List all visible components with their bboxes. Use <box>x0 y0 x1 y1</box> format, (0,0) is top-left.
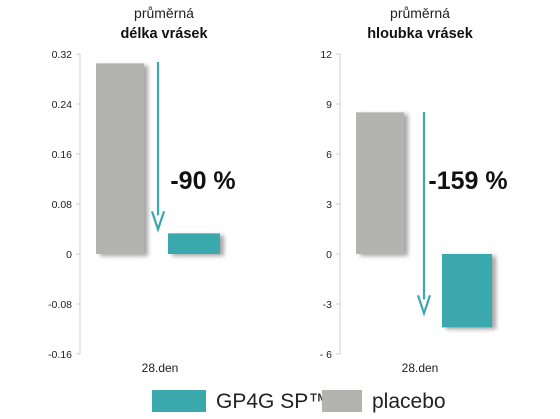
bars <box>96 63 220 254</box>
bar-placebo <box>96 63 144 254</box>
chart-wrinkle-length: průměrná délka vrásek 0.32 0.24 0.16 0.08 0 -… <box>48 5 236 375</box>
percent-change-annotation: -90 % <box>170 167 235 195</box>
arrow-head <box>150 211 166 233</box>
legend-swatch-gp4g <box>152 390 206 412</box>
legend: GP4G SP™ placebo <box>152 390 446 413</box>
bars <box>356 112 492 328</box>
y-tick-label: 0.32 <box>52 49 73 61</box>
chart-title-line1: průměrná <box>390 5 450 21</box>
legend-label-placebo: placebo <box>372 390 446 413</box>
y-tick-label: -0.08 <box>48 299 72 311</box>
y-tick-label: 0 <box>326 249 332 261</box>
y-axis: 12 9 6 3 0 -3 - 6 <box>320 49 341 361</box>
legend-label-gp4g: GP4G SP™ <box>216 390 329 413</box>
y-tick-label: 0 <box>66 249 72 261</box>
decrease-arrow <box>150 62 166 233</box>
percent-change-annotation: -159 % <box>428 167 507 195</box>
y-tick-label: 0.08 <box>52 199 73 211</box>
category-label: 28.den <box>142 361 179 375</box>
y-tick-label: - 6 <box>320 349 332 361</box>
y-tick-label: -3 <box>323 299 332 311</box>
chart-wrinkle-depth: průměrná hloubka vrásek 12 9 6 3 0 -3 - 6 -159… <box>320 5 508 375</box>
category-label: 28.den <box>402 361 439 375</box>
bar-gp4g <box>442 254 492 328</box>
chart-title-line2: délka vrásek <box>120 26 208 42</box>
y-tick-label: 3 <box>326 199 332 211</box>
y-tick-label: 0.24 <box>52 99 73 111</box>
y-tick-label: 12 <box>320 49 332 61</box>
bar-gp4g <box>168 233 220 254</box>
y-tick-label: 0.16 <box>52 149 73 161</box>
bar-placebo <box>356 112 404 254</box>
decrease-arrow <box>416 112 432 317</box>
chart-title-line1: průměrná <box>134 5 194 21</box>
y-tick-label: 6 <box>326 149 332 161</box>
y-tick-label: 9 <box>326 99 332 111</box>
legend-swatch-placebo <box>322 390 362 412</box>
arrow-head <box>416 294 432 317</box>
y-tick-label: -0.16 <box>48 349 72 361</box>
chart-title-line2: hloubka vrásek <box>367 26 474 42</box>
y-axis: 0.32 0.24 0.16 0.08 0 -0.08 -0.16 <box>48 49 81 361</box>
